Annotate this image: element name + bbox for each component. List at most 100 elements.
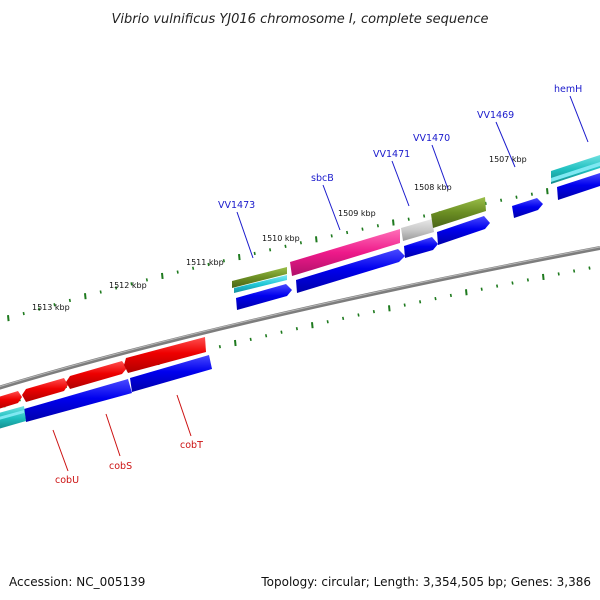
upper-tick-12 <box>192 266 195 270</box>
upper-tick-17 <box>269 248 272 252</box>
lower-tick-19 <box>295 327 298 331</box>
upper-tick-10 <box>161 272 164 280</box>
lower-tick-25 <box>388 305 391 312</box>
gene-cobs-red-arrow[interactable] <box>66 361 127 389</box>
upper-tick-4 <box>68 298 71 303</box>
lower-tick-37 <box>573 269 576 273</box>
lower-feature-track <box>0 337 212 429</box>
upper-tick-24 <box>376 224 379 228</box>
upper-tick-19 <box>299 241 302 245</box>
lower-tick-14 <box>218 345 221 349</box>
upper-tick-1 <box>22 311 25 316</box>
gene-sbcb-magenta-feature[interactable] <box>290 229 400 276</box>
lower-tick-38 <box>588 266 591 270</box>
gene-label-cobu[interactable]: cobU <box>55 475 79 486</box>
upper-tick-13 <box>207 262 210 267</box>
upper-tick-32 <box>500 198 503 202</box>
gene-sbcb-blue-arrow[interactable] <box>296 249 405 293</box>
upper-tick-7 <box>115 286 118 290</box>
lower-tick-18 <box>280 330 283 334</box>
scale-label-1513: 1513 kbp <box>32 303 70 312</box>
upper-label-leaders <box>236 95 589 259</box>
topology-text: Topology: circular; Length: 3,354,505 bp… <box>260 575 591 589</box>
gene-label-vv1473[interactable]: VV1473 <box>218 200 255 211</box>
upper-tick-27 <box>423 214 426 218</box>
lower-tick-23 <box>357 313 360 317</box>
gene-hemh-blue-arrow[interactable] <box>557 173 600 200</box>
gene-hemh-cyan-stripe[interactable] <box>551 162 600 182</box>
gene-vv1471-blue-arrow[interactable] <box>404 237 438 258</box>
upper-tick-16 <box>253 251 256 256</box>
gene-label-vv1469[interactable]: VV1469 <box>477 110 514 121</box>
upper-feature-track <box>232 155 600 310</box>
lower-tick-33 <box>511 281 514 285</box>
lower-tick-17 <box>265 334 268 338</box>
upper-tick-33 <box>515 195 518 199</box>
upper-tick-6 <box>99 290 102 294</box>
gene-label-sbcb[interactable]: sbcB <box>311 173 334 184</box>
scale-label-1511: 1511 kbp <box>186 258 224 267</box>
gene-vv1470-olive-feature[interactable] <box>431 197 486 228</box>
lower-tick-31 <box>480 287 483 291</box>
upper-tick-5 <box>84 293 87 300</box>
upper-tick-8 <box>130 282 133 286</box>
gene-vv1473-olive-feature[interactable] <box>232 267 287 288</box>
scale-label-1510: 1510 kbp <box>262 234 300 243</box>
upper-tick-2 <box>38 307 41 311</box>
upper-tick-11 <box>176 270 179 274</box>
gene-label-cobt[interactable]: cobT <box>180 440 203 451</box>
lower-tick-15 <box>234 339 237 347</box>
gene-vv1473-blue-arrow[interactable] <box>236 284 292 310</box>
gene-cob-blue-arrow-2[interactable] <box>130 355 212 392</box>
chromosome-backbone-highlight <box>0 246 600 388</box>
map-title: Vibrio vulnificus YJ016 chromosome I, co… <box>111 12 488 27</box>
gene-cobu-red-arrow[interactable] <box>22 378 68 402</box>
lower-tick-21 <box>326 320 329 324</box>
chromosome-backbone <box>0 246 600 390</box>
lower-tick-28 <box>434 296 437 301</box>
lower-tick-35 <box>542 273 545 281</box>
lower-tick-36 <box>557 272 560 276</box>
scale-label-1507: 1507 kbp <box>489 155 527 164</box>
lower-tick-24 <box>372 309 375 314</box>
scale-label-1509: 1509 kbp <box>338 209 376 218</box>
upper-tick-15 <box>238 253 241 261</box>
gene-cobt-red-arrow[interactable] <box>124 337 206 373</box>
gene-cob-blue-arrow-1[interactable] <box>24 379 132 422</box>
lower-tick-16 <box>249 337 252 342</box>
upper-tick-23 <box>361 227 364 231</box>
gene-vv1473-cyan-feature[interactable] <box>234 275 287 293</box>
upper-tick-20 <box>315 236 318 243</box>
gene-label-vv1471[interactable]: VV1471 <box>373 149 410 160</box>
scale-label-1512: 1512 kbp <box>109 281 147 290</box>
upper-tick-21 <box>330 234 333 238</box>
lower-tick-34 <box>526 278 529 282</box>
accession-text: Accession: NC_005139 <box>9 575 145 589</box>
gene-vv1471-grey-feature[interactable] <box>401 219 434 241</box>
lower-tick-30 <box>465 289 468 296</box>
scale-label-1508: 1508 kbp <box>414 183 452 192</box>
upper-tick-25 <box>392 219 395 226</box>
gene-vv1470-blue-arrow[interactable] <box>437 216 490 245</box>
upper-tick-26 <box>407 217 410 221</box>
upper-scale-ticks <box>7 180 595 322</box>
upper-tick-14 <box>222 259 225 263</box>
lower-tick-29 <box>449 293 452 298</box>
gene-vv1469-blue-arrow[interactable] <box>512 198 543 218</box>
gene-label-cobs[interactable]: cobS <box>109 461 132 472</box>
gene-label-vv1470[interactable]: VV1470 <box>413 133 450 144</box>
lower-label-leaders <box>52 394 192 472</box>
gene-label-hemh[interactable]: hemH <box>554 84 582 95</box>
lower-tick-20 <box>311 322 314 329</box>
lower-tick-27 <box>419 300 422 304</box>
lower-tick-32 <box>496 284 499 288</box>
upper-tick-0 <box>7 315 10 322</box>
upper-tick-34 <box>530 192 533 196</box>
lower-tick-26 <box>403 303 406 307</box>
upper-tick-31 <box>484 201 487 206</box>
gene-cob-red-segment-1[interactable] <box>0 391 22 410</box>
gene-cob-teal-stripe[interactable] <box>0 410 24 421</box>
upper-tick-35 <box>546 188 549 195</box>
upper-tick-22 <box>346 230 349 235</box>
